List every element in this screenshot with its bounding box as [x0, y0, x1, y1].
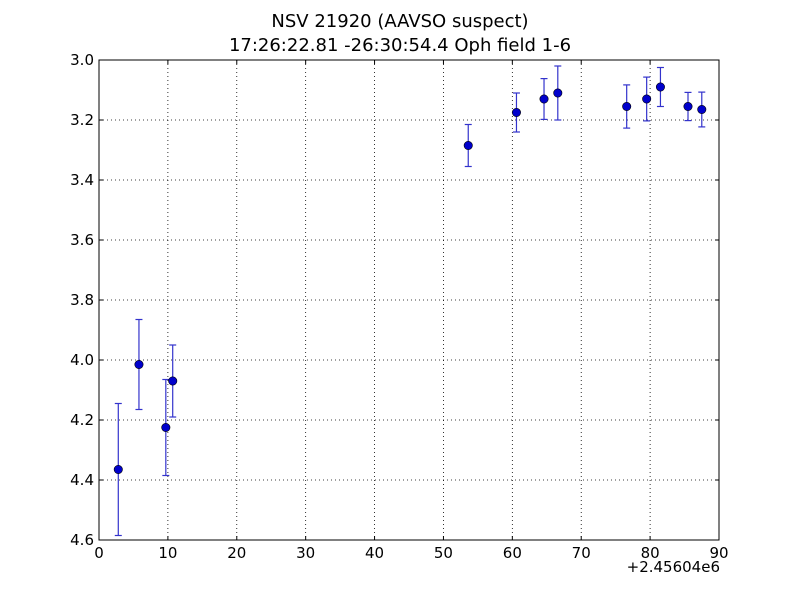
x-tick-label: 40	[365, 544, 384, 562]
x-tick-label: 50	[434, 544, 453, 562]
data-point	[655, 82, 665, 92]
y-tick-label: 4.4	[70, 471, 94, 489]
x-tick-label: 90	[709, 544, 728, 562]
data-point	[683, 102, 693, 112]
data-points	[113, 82, 707, 474]
y-tick-label: 4.0	[70, 351, 94, 369]
chart-title: NSV 21920 (AAVSO suspect)	[271, 11, 529, 32]
x-tick-label: 70	[572, 544, 591, 562]
chart-subtitle: 17:26:22.81 -26:30:54.4 Oph field 1-6	[228, 35, 572, 56]
y-tick-label: 3.4	[70, 171, 94, 189]
x-axis-offset-label: +2.45604e6	[626, 558, 720, 576]
data-point	[642, 94, 652, 104]
x-tick-label: 60	[503, 544, 522, 562]
data-point	[168, 376, 178, 386]
y-tick-label: 3.2	[70, 111, 94, 129]
axis-ticks: 0 10 20 30 40 50 60 70 80 90 3.0 3.2 3.4 3.6 3.8 4.0 4.2…	[70, 51, 728, 562]
y-tick-label: 4.2	[70, 411, 94, 429]
data-point	[161, 422, 171, 432]
data-point	[463, 141, 473, 151]
data-point	[511, 108, 521, 118]
x-tick-label: 30	[296, 544, 315, 562]
y-tick-label: 3.0	[70, 51, 94, 69]
x-tick-label: 80	[641, 544, 660, 562]
data-point	[697, 105, 707, 115]
x-tick-label: 0	[94, 544, 104, 562]
y-tick-label: 3.6	[70, 231, 94, 249]
x-tick-label: 10	[158, 544, 177, 562]
error-bars	[114, 65, 706, 537]
data-point	[113, 464, 123, 474]
data-point	[134, 359, 144, 369]
y-tick-label: 3.8	[70, 291, 94, 309]
grid-lines	[99, 60, 719, 540]
data-point	[553, 88, 563, 98]
data-point	[622, 102, 632, 112]
y-tick-label: 4.6	[70, 531, 94, 549]
x-tick-label: 20	[227, 544, 246, 562]
data-point	[539, 94, 549, 104]
